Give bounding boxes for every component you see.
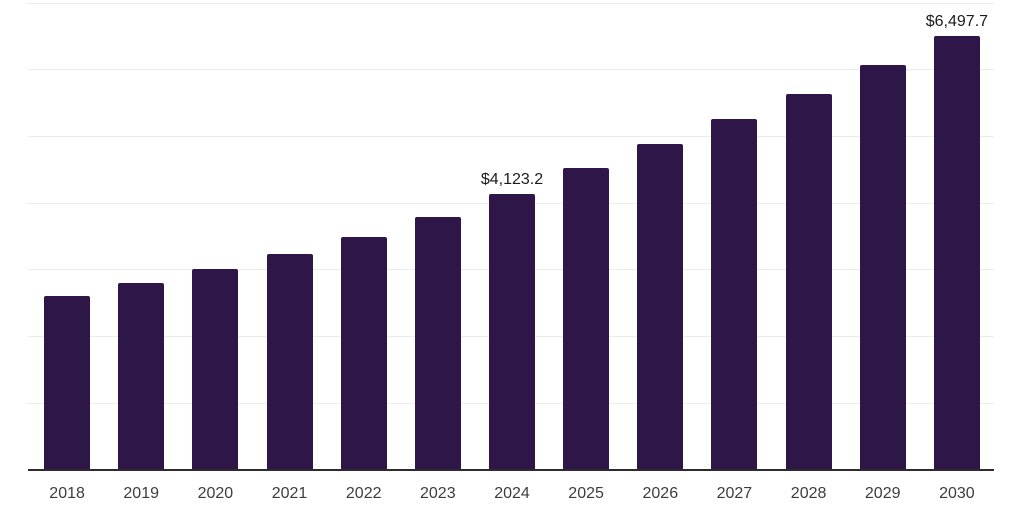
gridline: [28, 69, 994, 71]
bar-2029: [859, 64, 906, 470]
bar-2018: [44, 296, 91, 470]
x-axis-label-2025: 2025: [568, 485, 604, 502]
x-axis-label-2030: 2030: [939, 485, 975, 502]
x-axis-label-2019: 2019: [123, 485, 159, 502]
bar-value-label-2024: $4,123.2: [480, 171, 544, 189]
bar-2030: [933, 36, 980, 470]
x-axis-label-2029: 2029: [864, 485, 901, 502]
x-axis-line: [28, 469, 994, 471]
x-axis-label-2021: 2021: [271, 485, 308, 502]
bar-2023: [414, 217, 461, 470]
bar-2027: [711, 119, 758, 470]
gridline: [28, 135, 994, 137]
x-axis-label-2027: 2027: [716, 485, 753, 502]
bar-2020: [192, 269, 239, 470]
bar-2025: [563, 168, 610, 470]
x-axis-label-2018: 2018: [49, 485, 85, 502]
bar-2024: [489, 194, 535, 470]
x-axis-label-2028: 2028: [790, 485, 827, 502]
bar-2026: [637, 143, 684, 470]
gridline: [28, 2, 994, 4]
bar-2019: [118, 283, 165, 470]
bar-2021: [266, 254, 313, 470]
x-axis-label-2020: 2020: [197, 485, 234, 502]
x-axis-label-2022: 2022: [345, 485, 382, 502]
x-axis-label-2024: 2024: [494, 485, 530, 502]
bar-value-label-2030: $6,497.7: [925, 13, 989, 30]
x-axis-label-2026: 2026: [642, 485, 679, 502]
x-axis-label-2023: 2023: [420, 485, 456, 502]
bar-2028: [785, 94, 832, 470]
bar-2022: [340, 237, 387, 470]
